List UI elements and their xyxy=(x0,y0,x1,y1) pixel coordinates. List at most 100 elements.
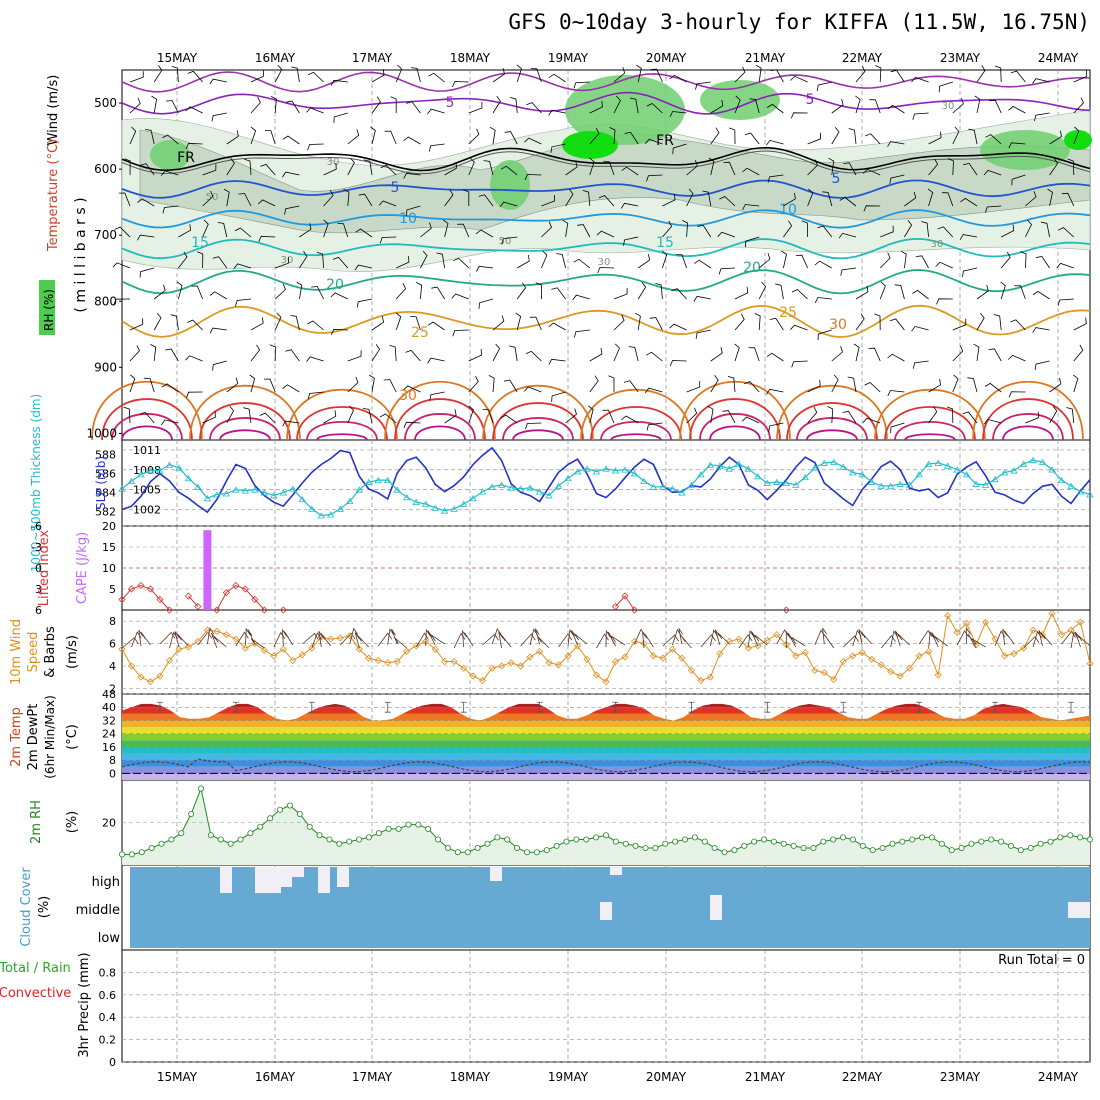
wind-barb xyxy=(855,65,866,83)
mid-cloud-block xyxy=(600,902,612,920)
rh2m-point xyxy=(701,838,708,845)
wind-barb xyxy=(928,158,939,176)
wind-barb xyxy=(695,329,711,339)
wind-barb xyxy=(973,343,980,362)
wind-barb xyxy=(250,97,261,114)
rh2m-point xyxy=(682,836,689,843)
temp-minmax-bar xyxy=(308,701,315,713)
temp-band xyxy=(122,713,1090,721)
wind-barb xyxy=(775,283,784,300)
wind-barb xyxy=(403,172,421,179)
wind10-barb xyxy=(934,636,948,647)
wind10-point xyxy=(953,628,961,636)
wind10-barb xyxy=(714,629,721,646)
rh2m-point xyxy=(909,836,916,843)
thickness-point xyxy=(934,459,942,466)
freezing-level xyxy=(121,146,1091,172)
wind-barb xyxy=(941,192,954,207)
wind10-point xyxy=(1020,644,1028,652)
temp2m-tick: 16 xyxy=(102,741,116,754)
wind10-barb xyxy=(349,627,359,645)
isotherm-label: FR xyxy=(177,150,195,166)
wind-barb xyxy=(535,282,542,299)
rh2m-point xyxy=(938,840,945,847)
wind-barb xyxy=(814,260,832,269)
wind-barb xyxy=(223,188,230,207)
wind10-point xyxy=(583,655,591,663)
wind10-barb xyxy=(880,635,896,649)
wind-barb xyxy=(307,391,324,400)
li-tick: 0 xyxy=(35,562,42,575)
rh2m-point xyxy=(603,832,610,839)
wind10-barb xyxy=(391,628,398,645)
rh-shade-70 xyxy=(980,130,1070,170)
wind10-barb xyxy=(1040,632,1053,646)
temp-band xyxy=(122,707,1090,714)
wind-barb xyxy=(828,157,835,176)
wind-barb xyxy=(524,137,542,145)
wind-barb xyxy=(1047,188,1053,207)
wind10-point xyxy=(820,669,828,677)
wind10-point xyxy=(279,645,287,653)
wind-barb xyxy=(628,346,639,362)
date-label-top: 18MAY xyxy=(450,51,491,65)
wind-barb xyxy=(250,126,257,145)
wind-barb xyxy=(453,257,470,269)
rh2m-point xyxy=(207,832,214,839)
rh2m-point xyxy=(761,836,768,843)
wind10-barb xyxy=(1038,630,1044,647)
wind-barb xyxy=(855,285,869,300)
thickness-point xyxy=(924,460,933,467)
wind10-point xyxy=(137,673,145,681)
wind-barb xyxy=(185,355,203,362)
wind-barb xyxy=(613,95,621,114)
wind-barb xyxy=(1034,360,1050,371)
wind10-barb xyxy=(534,628,540,645)
thickness-point xyxy=(336,505,344,512)
rh2m-point xyxy=(454,849,461,856)
thickness-point xyxy=(127,477,136,484)
thickness-point xyxy=(849,469,857,476)
rh2m-point xyxy=(859,842,866,849)
wind-barb xyxy=(483,160,494,176)
rh2m-point xyxy=(958,845,965,852)
temp-minmax-bar xyxy=(840,701,847,713)
wind-barb xyxy=(478,194,494,207)
wind10-point xyxy=(289,656,297,664)
wind-barb xyxy=(1010,319,1026,331)
wind10-barb xyxy=(571,629,578,646)
wind-barb xyxy=(178,251,188,269)
rh2m-point xyxy=(790,842,797,849)
wind-barb xyxy=(783,220,793,238)
wind-barb xyxy=(1032,327,1050,333)
date-label-bottom: 19MAY xyxy=(548,1070,589,1084)
wind10-barb xyxy=(159,631,176,645)
wind-barb xyxy=(244,158,252,176)
rh2m-point xyxy=(356,836,363,843)
wind-barb xyxy=(968,128,978,145)
wind-barb xyxy=(573,258,591,269)
wind10-point xyxy=(374,656,382,664)
wind-barb xyxy=(718,267,736,275)
thickness-point xyxy=(289,485,297,492)
high-cloud-block xyxy=(490,867,502,881)
rh2m-point xyxy=(741,842,748,849)
wind-barb xyxy=(316,251,324,269)
thickness-point xyxy=(317,512,326,519)
wind-axis-label: Wind (m/s) xyxy=(46,75,61,146)
wind-barb xyxy=(139,411,155,424)
wind-barb xyxy=(855,313,865,331)
wind-barb xyxy=(427,321,445,331)
isotherm-label: 5 xyxy=(832,171,841,187)
rh2m-point xyxy=(780,840,787,847)
rh2m-point xyxy=(1047,838,1054,845)
wind10-barb xyxy=(967,633,977,649)
wind-barb xyxy=(565,189,574,207)
wind-barb xyxy=(258,235,276,242)
wind-barb xyxy=(644,138,663,145)
wind-barb xyxy=(250,344,261,362)
wind-barb xyxy=(985,134,1002,145)
wind-barb xyxy=(165,100,179,114)
wind-barb xyxy=(118,192,131,207)
wind-barb xyxy=(807,159,818,176)
